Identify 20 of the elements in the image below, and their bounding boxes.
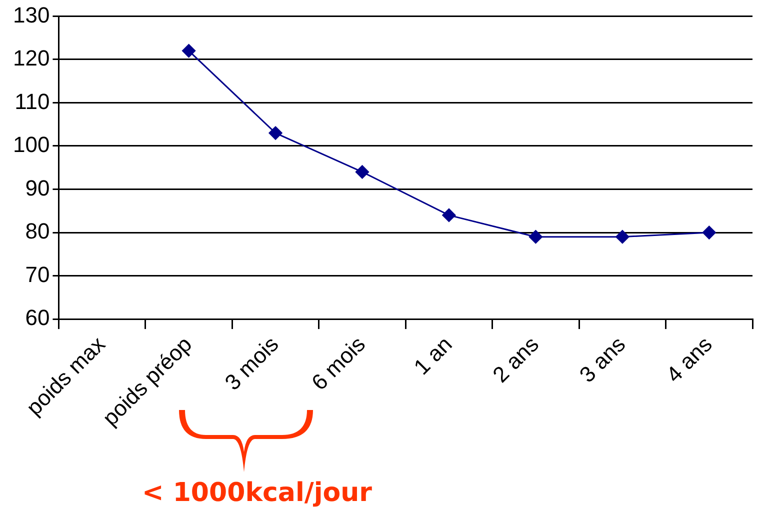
x-tick-label: 3 ans (574, 332, 630, 388)
point (702, 226, 716, 240)
y-tick-label: 70 (25, 262, 50, 287)
text: < 1000kcal/jour (142, 478, 372, 508)
x-tick-label: 2 ans (488, 332, 544, 388)
point (442, 208, 456, 222)
x-tick-label: 4 ans (661, 332, 717, 388)
y-tick-label: 130 (12, 2, 50, 28)
y-tick-label: 90 (25, 175, 50, 200)
point (355, 165, 369, 179)
y-tick-label: 80 (25, 218, 50, 244)
point (182, 44, 196, 58)
x-tick-label: 1 an (408, 332, 457, 380)
y-tick-label: 100 (12, 132, 50, 158)
point (268, 126, 282, 140)
point (528, 230, 542, 244)
y-tick-label: 110 (14, 88, 50, 114)
point (616, 230, 630, 244)
y-tick-label: 60 (25, 305, 50, 330)
y-tick-label: 120 (12, 46, 50, 71)
